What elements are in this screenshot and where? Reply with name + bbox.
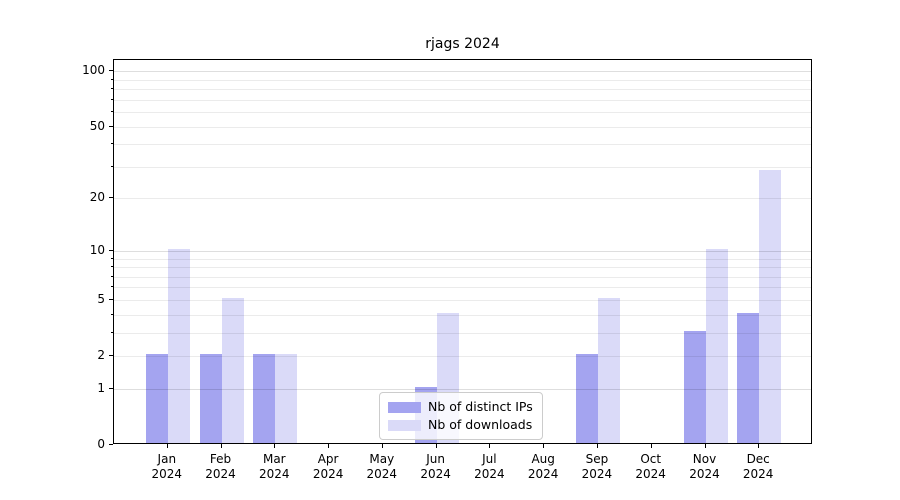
plot-area: Nb of distinct IPs Nb of downloads [113, 59, 812, 444]
bar-mar-nb-of-distinct-ips [253, 354, 276, 443]
y-minor-tick-mark-7 [110, 275, 113, 277]
legend: Nb of distinct IPs Nb of downloads [379, 392, 543, 440]
y-tick-label-20: 20 [89, 190, 105, 205]
y-tick-mark-1 [109, 387, 113, 389]
x-tick-label-jul: Jul 2024 [474, 452, 505, 481]
bar-sep-nb-of-downloads [597, 297, 620, 443]
y-tick-mark-50 [109, 125, 113, 127]
y-tick-mark-0 [109, 444, 113, 445]
bar-feb-nb-of-downloads [221, 297, 244, 443]
x-tick-mark-mar [274, 444, 276, 448]
y-minor-tick-mark-9 [110, 257, 113, 259]
legend-swatch-nb-of-downloads [388, 419, 421, 431]
legend-swatch-nb-of-distinct-ips [388, 401, 421, 413]
x-tick-mark-oct [650, 444, 652, 448]
x-tick-label-may: May 2024 [366, 452, 398, 481]
x-tick-label-oct: Oct 2024 [635, 452, 666, 481]
y-minor-tick-mark-8 [110, 266, 113, 267]
y-minor-tick-mark-90 [110, 78, 113, 80]
x-tick-mark-jan [166, 444, 168, 448]
legend-row-nb-of-downloads: Nb of downloads [388, 416, 533, 434]
legend-row-nb-of-distinct-ips: Nb of distinct IPs [388, 398, 533, 416]
bar-dec-nb-of-downloads [759, 170, 782, 443]
gridline-20 [114, 198, 811, 200]
gridline-50 [114, 126, 811, 128]
x-tick-label-dec: Dec 2024 [742, 452, 774, 481]
y-minor-tick-mark-4 [110, 313, 113, 315]
bar-mar-nb-of-downloads [275, 354, 298, 443]
gridline-70 [114, 99, 811, 101]
legend-items: Nb of distinct IPs Nb of downloads [388, 398, 533, 434]
y-tick-mark-5 [109, 298, 113, 300]
x-tick-mark-apr [328, 444, 330, 448]
gridline-60 [114, 112, 811, 114]
legend-label-nb-of-downloads: Nb of downloads [428, 417, 533, 432]
y-minor-tick-mark-6 [110, 286, 113, 288]
y-minor-tick-mark-40 [110, 143, 113, 145]
x-tick-label-nov: Nov 2024 [689, 452, 720, 481]
y-tick-mark-20 [109, 197, 113, 199]
x-tick-mark-may [381, 444, 383, 448]
y-minor-tick-mark-60 [110, 111, 113, 113]
bar-sep-nb-of-distinct-ips [575, 354, 598, 443]
x-tick-label-jan: Jan 2024 [151, 452, 183, 481]
y-tick-mark-100 [109, 70, 113, 72]
x-tick-mark-dec [758, 444, 760, 448]
x-tick-label-apr: Apr 2024 [312, 452, 344, 481]
gridline-90 [114, 79, 811, 81]
y-tick-label-1: 1 [97, 380, 105, 395]
gridline-40 [114, 144, 811, 146]
y-tick-mark-10 [109, 249, 113, 251]
bar-jan-nb-of-downloads [167, 248, 190, 443]
y-tick-label-10: 10 [89, 242, 105, 257]
x-tick-label-jun: Jun 2024 [420, 452, 451, 481]
y-tick-label-0: 0 [97, 437, 105, 451]
x-tick-mark-nov [704, 444, 706, 448]
x-tick-label-sep: Sep 2024 [581, 452, 613, 481]
bar-feb-nb-of-distinct-ips [199, 354, 222, 443]
y-tick-mark-2 [109, 355, 113, 356]
bar-nov-nb-of-downloads [705, 248, 728, 443]
y-minor-tick-mark-3 [110, 331, 113, 333]
legend-label-nb-of-distinct-ips: Nb of distinct IPs [428, 399, 533, 414]
x-tick-mark-jul [489, 444, 491, 448]
bar-nov-nb-of-distinct-ips [683, 330, 706, 443]
bar-jan-nb-of-distinct-ips [145, 354, 168, 443]
x-tick-mark-jun [435, 444, 437, 448]
x-tick-label-aug: Aug 2024 [527, 452, 559, 481]
x-tick-mark-feb [220, 444, 222, 448]
x-tick-mark-sep [596, 444, 598, 448]
chart-title: rjags 2024 [425, 36, 500, 52]
x-tick-label-mar: Mar 2024 [259, 452, 290, 481]
gridline-80 [114, 89, 811, 91]
x-tick-mark-aug [543, 444, 545, 448]
gridline-100 [114, 71, 811, 73]
y-tick-label-50: 50 [89, 118, 105, 133]
y-tick-label-5: 5 [97, 291, 105, 306]
y-tick-label-100: 100 [82, 63, 105, 78]
gridline-30 [114, 166, 811, 168]
y-tick-label-2: 2 [97, 348, 105, 362]
y-minor-tick-mark-70 [110, 98, 113, 100]
bar-dec-nb-of-distinct-ips [737, 312, 760, 443]
x-tick-label-feb: Feb 2024 [205, 452, 236, 481]
y-minor-tick-mark-80 [110, 88, 113, 90]
y-minor-tick-mark-30 [110, 165, 113, 167]
